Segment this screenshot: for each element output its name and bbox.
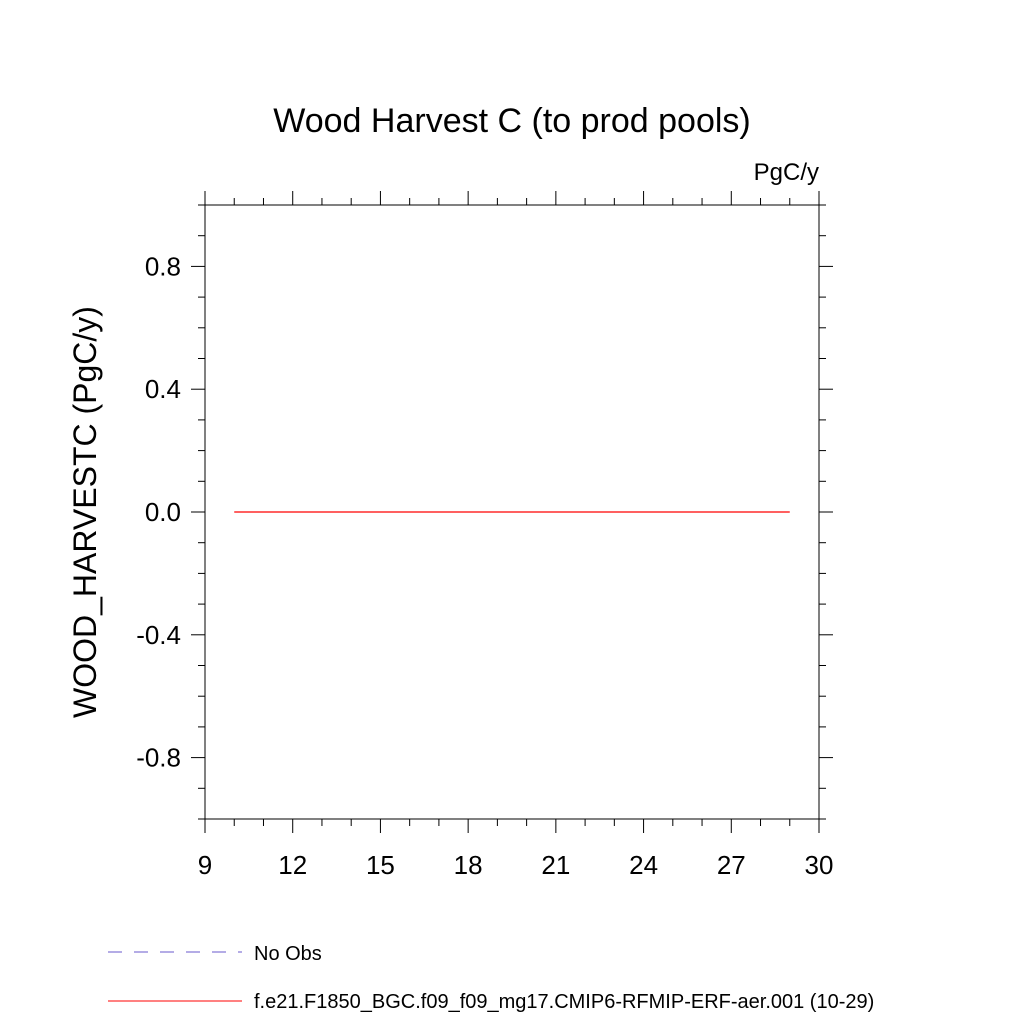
axis-tick-labels: 9 12 15 18 21 24 27 30 -0.8 -0.4 0.0 0.4 0.8 <box>136 251 833 880</box>
x-tick-label: 24 <box>629 850 658 880</box>
axis-ticks <box>191 191 833 833</box>
x-tick-label: 30 <box>805 850 834 880</box>
y-tick-label: -0.8 <box>136 743 181 773</box>
x-tick-label: 21 <box>541 850 570 880</box>
y-tick-label: -0.4 <box>136 620 181 650</box>
units-label: PgC/y <box>754 159 819 186</box>
legend-label-model: f.e21.F1850_BGC.f09_f09_mg17.CMIP6-RFMIP… <box>254 991 874 1013</box>
legend: No Obs f.e21.F1850_BGC.f09_f09_mg17.CMIP… <box>108 943 874 1013</box>
y-tick-label: 0.8 <box>145 251 181 281</box>
y-tick-label: 0.0 <box>145 497 181 527</box>
x-tick-label: 18 <box>454 850 483 880</box>
y-axis-label: WOOD_HARVESTC (PgC/y) <box>67 306 103 718</box>
legend-label-no-obs: No Obs <box>254 943 322 965</box>
x-tick-label: 9 <box>198 850 212 880</box>
x-tick-label: 15 <box>366 850 395 880</box>
x-tick-label: 12 <box>278 850 307 880</box>
y-tick-label: 0.4 <box>145 374 181 404</box>
chart-title: Wood Harvest C (to prod pools) <box>273 102 750 140</box>
x-tick-label: 27 <box>717 850 746 880</box>
